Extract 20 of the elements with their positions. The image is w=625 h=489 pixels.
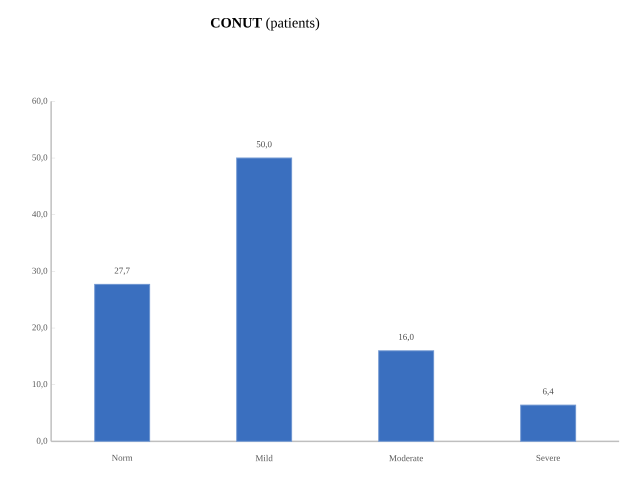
y-tick-label: 10,0 bbox=[32, 381, 48, 388]
y-tick-label: 50,0 bbox=[32, 154, 48, 162]
x-tick-label: Moderate bbox=[389, 454, 423, 462]
y-tick-label: 40,0 bbox=[32, 211, 48, 218]
data-label: 27,7 bbox=[114, 268, 130, 275]
bar bbox=[378, 350, 434, 442]
y-tick-label: 30,0 bbox=[32, 268, 48, 276]
data-label: 6,4 bbox=[542, 388, 554, 396]
y-tick-label: 60,0 bbox=[32, 98, 48, 106]
data-label: 50,0 bbox=[256, 141, 272, 149]
chart-title: CONUT (patients) bbox=[210, 17, 320, 30]
x-tick-label: Severe bbox=[536, 454, 560, 461]
bar bbox=[236, 158, 292, 442]
x-tick-label: Mild bbox=[256, 454, 273, 462]
x-tick-label: Norm bbox=[112, 454, 132, 461]
y-tick-label: 20,0 bbox=[32, 324, 48, 332]
y-tick-label: 0,0 bbox=[36, 438, 48, 446]
bar bbox=[94, 284, 150, 442]
data-label: 16,0 bbox=[399, 334, 414, 342]
bar bbox=[520, 404, 576, 442]
